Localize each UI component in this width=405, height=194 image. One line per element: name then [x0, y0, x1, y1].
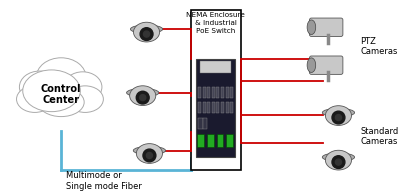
Ellipse shape	[322, 108, 354, 117]
Ellipse shape	[307, 20, 316, 35]
FancyBboxPatch shape	[200, 61, 231, 73]
Ellipse shape	[67, 86, 103, 112]
FancyBboxPatch shape	[202, 87, 206, 98]
Ellipse shape	[38, 88, 84, 117]
Text: PTZ
Cameras: PTZ Cameras	[360, 36, 398, 56]
FancyBboxPatch shape	[207, 134, 214, 147]
FancyBboxPatch shape	[230, 102, 233, 113]
Ellipse shape	[130, 25, 163, 33]
Ellipse shape	[133, 146, 166, 155]
Ellipse shape	[136, 144, 162, 163]
Ellipse shape	[127, 88, 159, 97]
Text: Standard
Cameras: Standard Cameras	[360, 127, 399, 146]
Text: Multimode or
Single mode Fiber: Multimode or Single mode Fiber	[66, 171, 142, 191]
FancyBboxPatch shape	[197, 134, 204, 147]
FancyBboxPatch shape	[207, 87, 210, 98]
Circle shape	[335, 159, 341, 165]
FancyBboxPatch shape	[221, 102, 224, 113]
Ellipse shape	[64, 72, 102, 102]
FancyBboxPatch shape	[217, 134, 224, 147]
FancyBboxPatch shape	[216, 87, 220, 98]
Ellipse shape	[307, 58, 316, 73]
Ellipse shape	[19, 71, 60, 103]
Circle shape	[136, 91, 149, 104]
Circle shape	[140, 28, 153, 41]
Circle shape	[335, 114, 341, 121]
FancyBboxPatch shape	[198, 118, 202, 129]
FancyBboxPatch shape	[212, 87, 215, 98]
FancyBboxPatch shape	[198, 102, 201, 113]
Ellipse shape	[130, 86, 156, 106]
FancyBboxPatch shape	[191, 10, 241, 170]
FancyBboxPatch shape	[226, 134, 233, 147]
Circle shape	[143, 31, 149, 37]
Circle shape	[140, 95, 146, 101]
FancyBboxPatch shape	[226, 102, 229, 113]
FancyBboxPatch shape	[196, 60, 235, 157]
Ellipse shape	[23, 70, 80, 112]
FancyBboxPatch shape	[202, 118, 207, 129]
FancyBboxPatch shape	[202, 102, 206, 113]
FancyBboxPatch shape	[212, 102, 215, 113]
Ellipse shape	[36, 58, 86, 97]
Circle shape	[143, 149, 156, 162]
Ellipse shape	[322, 153, 354, 161]
FancyBboxPatch shape	[216, 102, 220, 113]
FancyBboxPatch shape	[309, 56, 343, 74]
FancyBboxPatch shape	[198, 87, 201, 98]
FancyBboxPatch shape	[230, 87, 233, 98]
Ellipse shape	[325, 150, 352, 170]
Ellipse shape	[134, 22, 160, 42]
Circle shape	[332, 111, 345, 124]
FancyBboxPatch shape	[221, 87, 224, 98]
FancyBboxPatch shape	[207, 102, 210, 113]
Ellipse shape	[325, 106, 352, 126]
Ellipse shape	[17, 86, 53, 112]
Circle shape	[146, 152, 153, 158]
Text: NEMA Enclosure
& Industrial
PoE Switch: NEMA Enclosure & Industrial PoE Switch	[186, 12, 245, 34]
FancyBboxPatch shape	[309, 18, 343, 36]
Circle shape	[332, 156, 345, 168]
FancyBboxPatch shape	[226, 87, 229, 98]
Text: Control
Center: Control Center	[41, 84, 81, 105]
